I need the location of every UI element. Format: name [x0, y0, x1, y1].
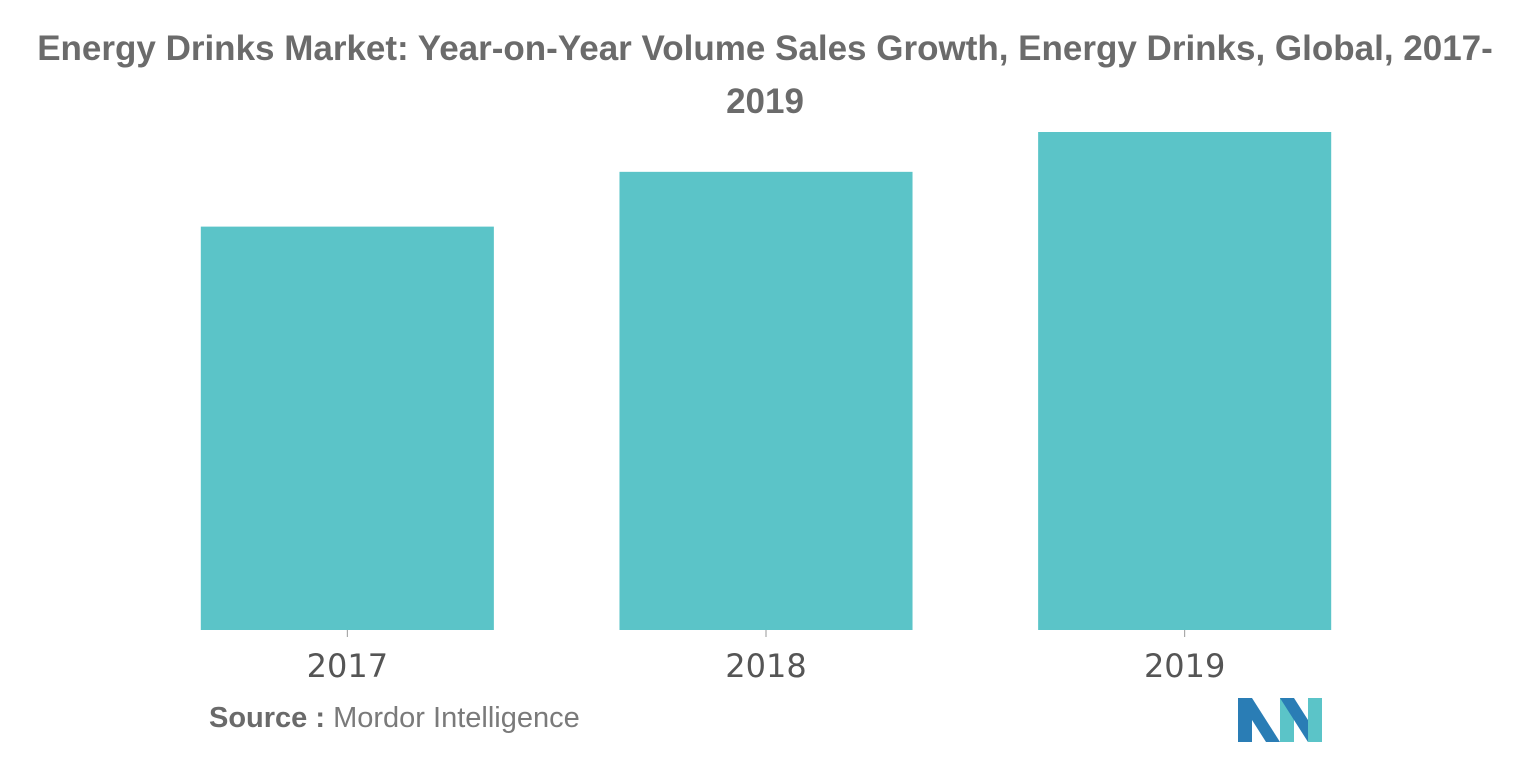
logo-bar-right	[1308, 698, 1322, 742]
source-text: Mordor Intelligence	[333, 702, 580, 734]
x-ticks-group	[346, 630, 1186, 637]
x-tick-label-2019: 2019	[1144, 647, 1225, 685]
logo-diagonal-left	[1238, 698, 1280, 742]
bar-2019	[1038, 132, 1332, 630]
bars-group	[200, 132, 1332, 630]
x-tick-label-2018: 2018	[725, 647, 806, 685]
source-note: Source : Mordor Intelligence	[209, 702, 580, 735]
bar-2017	[200, 226, 494, 630]
x-tick-label-2017: 2017	[307, 647, 388, 685]
chart-title: Energy Drinks Market: Year-on-Year Volum…	[37, 29, 1493, 121]
source-label: Source :	[209, 702, 326, 734]
bar-2018	[619, 171, 913, 630]
mordor-intelligence-logo-icon	[1238, 698, 1322, 742]
x-tick-labels-group: 2017 2018 2019	[307, 647, 1226, 685]
